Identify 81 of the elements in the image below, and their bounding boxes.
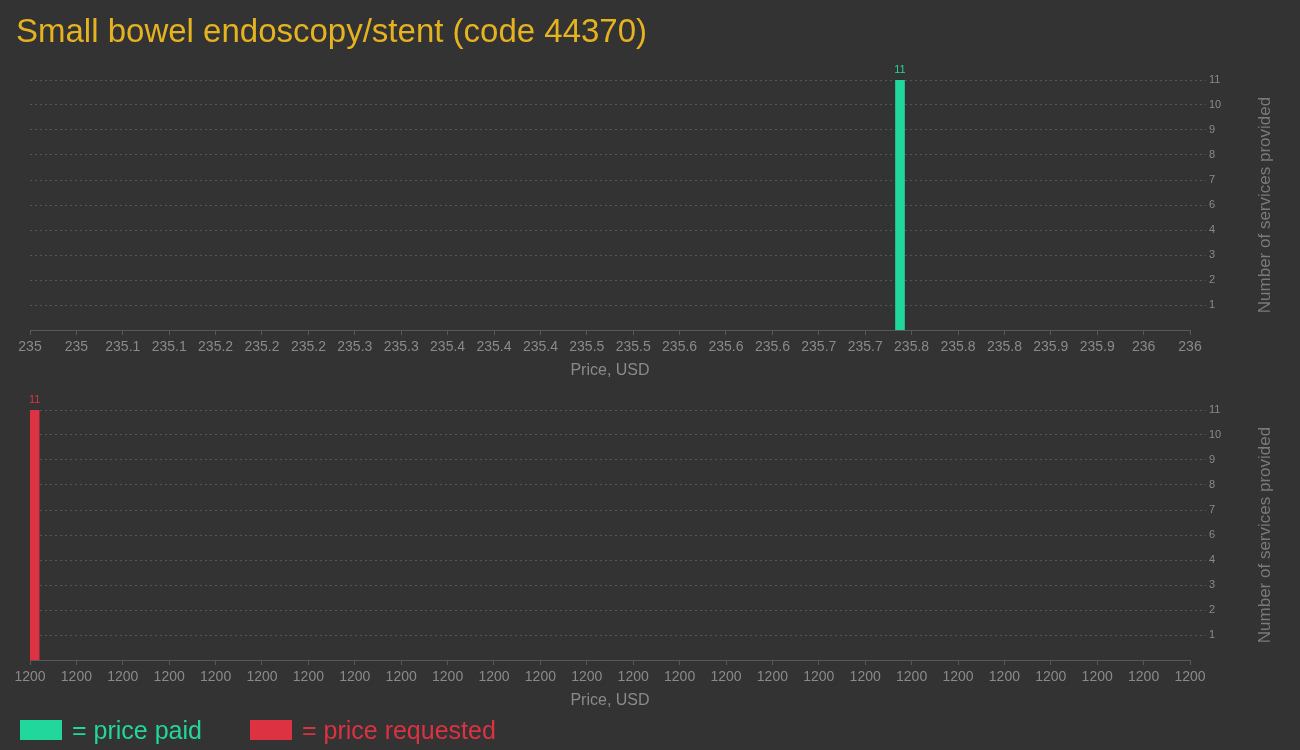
- y-tick-label: 6: [1209, 528, 1216, 541]
- x-axis-title: Price, USD: [570, 690, 650, 708]
- x-tick-label: 235.2: [290, 338, 327, 355]
- y-tick-label: 3: [1209, 578, 1216, 591]
- x-tick-label: 1200: [432, 668, 464, 685]
- y-axis-title: Number of services provided: [1254, 96, 1274, 314]
- x-tick-label: 235.3: [383, 338, 419, 355]
- x-tick-label: 1200: [524, 668, 557, 685]
- x-tick-label: 1200: [756, 668, 789, 685]
- data-label: 11: [894, 62, 906, 75]
- x-tick-label: 235.8: [986, 338, 1023, 355]
- x-tick-label: 235.8: [894, 338, 930, 355]
- x-tick-label: 1200: [292, 668, 325, 685]
- y-tick-label: 10: [1209, 98, 1222, 111]
- y-tick-label: 11: [1209, 73, 1221, 86]
- x-tick-label: 235.8: [940, 338, 976, 355]
- y-tick-label: 4: [1209, 223, 1216, 236]
- x-tick-label: 1200: [1174, 668, 1206, 685]
- x-tick-label: 1200: [942, 668, 974, 685]
- x-tick-label: 235.5: [615, 338, 651, 355]
- x-tick-label: 235.6: [662, 338, 698, 355]
- y-tick-label: 8: [1209, 148, 1216, 161]
- y-tick-label: 4: [1209, 553, 1216, 566]
- y-tick-label: 2: [1209, 603, 1216, 616]
- x-tick-label: 235.7: [847, 338, 883, 355]
- y-tick-label: 7: [1209, 173, 1216, 186]
- x-tick-label: 1200: [571, 668, 603, 685]
- x-tick-label: 1200: [385, 668, 417, 685]
- y-axis-title: Number of services provided: [1254, 426, 1274, 644]
- x-tick-label: 235.5: [569, 338, 605, 355]
- x-tick-label: 1200: [153, 668, 185, 685]
- x-tick-label: 235: [64, 338, 89, 355]
- legend-label: = price paid: [72, 715, 202, 745]
- y-tick-label: 6: [1209, 198, 1216, 211]
- legend-label: = price requested: [301, 715, 496, 745]
- x-tick-label: 1200: [849, 668, 881, 685]
- x-axis-title: Price, USD: [570, 360, 650, 378]
- x-tick-label: 1200: [478, 668, 510, 685]
- x-tick-label: 1200: [14, 668, 46, 685]
- x-tick-label: 1200: [803, 668, 835, 685]
- y-tick-label: 10: [1209, 428, 1222, 441]
- y-tick-label: 1: [1209, 628, 1216, 641]
- x-tick-label: 235.9: [1079, 338, 1115, 355]
- x-tick-label: 235.7: [801, 338, 837, 355]
- x-tick-label: 1200: [617, 668, 649, 685]
- y-tick-label: 7: [1209, 503, 1216, 516]
- x-tick-label: 235.9: [1033, 338, 1069, 355]
- x-tick-label: 235.4: [430, 338, 466, 355]
- data-label: 11: [28, 392, 41, 405]
- x-tick-label: 235.6: [708, 338, 744, 355]
- x-tick-label: 235: [18, 338, 42, 355]
- y-tick-label: 9: [1209, 123, 1216, 136]
- x-tick-label: 1200: [896, 668, 928, 685]
- x-tick-label: 1200: [200, 668, 232, 685]
- y-tick-label: 9: [1209, 453, 1216, 466]
- x-tick-label: 235.1: [151, 338, 187, 355]
- x-tick-label: 235.4: [476, 338, 512, 355]
- x-tick-label: 235.3: [337, 338, 373, 355]
- x-tick-label: 1200: [1128, 668, 1160, 685]
- x-tick-label: 235.2: [198, 338, 234, 355]
- x-tick-label: 1200: [339, 668, 371, 685]
- y-tick-label: 8: [1209, 478, 1216, 491]
- y-tick-label: 1: [1209, 298, 1216, 311]
- y-tick-label: 11: [1209, 403, 1221, 416]
- x-tick-label: 235.6: [754, 338, 791, 355]
- x-tick-label: 236: [1131, 338, 1156, 355]
- x-tick-label: 235.2: [244, 338, 280, 355]
- x-tick-label: 1200: [60, 668, 93, 685]
- x-tick-label: 236: [1178, 338, 1202, 355]
- x-tick-label: 235.1: [105, 338, 141, 355]
- x-tick-label: 1200: [1035, 668, 1067, 685]
- x-tick-label: 235.4: [522, 338, 559, 355]
- x-tick-label: 1200: [246, 668, 278, 685]
- x-tick-label: 1200: [988, 668, 1021, 685]
- x-tick-label: 1200: [107, 668, 139, 685]
- chart-title: Small bowel endoscopy/stent (code 44370): [15, 11, 649, 51]
- x-tick-label: 1200: [710, 668, 742, 685]
- x-tick-label: 1200: [1081, 668, 1113, 685]
- x-tick-label: 1200: [664, 668, 696, 685]
- y-tick-label: 3: [1209, 248, 1216, 261]
- y-tick-label: 2: [1209, 273, 1216, 286]
